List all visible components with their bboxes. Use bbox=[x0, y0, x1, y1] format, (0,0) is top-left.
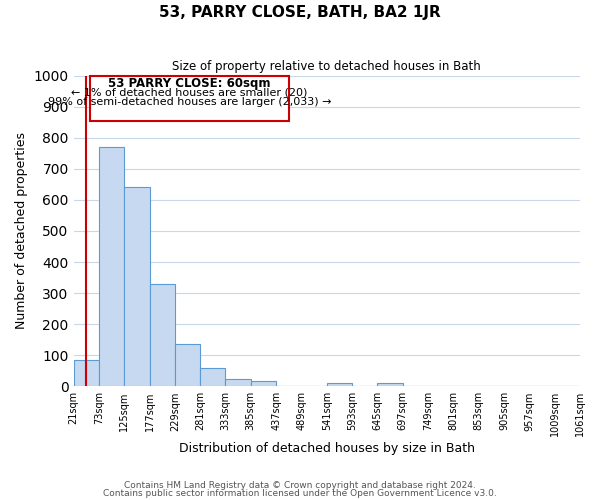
Bar bbox=[99, 147, 124, 386]
Text: Contains public sector information licensed under the Open Government Licence v3: Contains public sector information licen… bbox=[103, 489, 497, 498]
Text: Contains HM Land Registry data © Crown copyright and database right 2024.: Contains HM Land Registry data © Crown c… bbox=[124, 480, 476, 490]
Bar bbox=[377, 382, 403, 386]
Text: 53, PARRY CLOSE, BATH, BA2 1JR: 53, PARRY CLOSE, BATH, BA2 1JR bbox=[159, 5, 441, 20]
Text: 53 PARRY CLOSE: 60sqm: 53 PARRY CLOSE: 60sqm bbox=[108, 77, 271, 90]
Bar bbox=[200, 368, 226, 386]
Text: ← 1% of detached houses are smaller (20): ← 1% of detached houses are smaller (20) bbox=[71, 88, 308, 98]
Bar bbox=[90, 76, 289, 120]
Bar bbox=[327, 382, 352, 386]
Bar bbox=[175, 344, 200, 387]
Bar bbox=[226, 380, 251, 386]
Text: 99% of semi-detached houses are larger (2,033) →: 99% of semi-detached houses are larger (… bbox=[47, 97, 331, 107]
Y-axis label: Number of detached properties: Number of detached properties bbox=[15, 132, 28, 330]
Bar bbox=[149, 284, 175, 386]
Bar bbox=[251, 380, 276, 386]
Bar bbox=[124, 188, 149, 386]
X-axis label: Distribution of detached houses by size in Bath: Distribution of detached houses by size … bbox=[179, 442, 475, 455]
Bar bbox=[74, 360, 99, 386]
Title: Size of property relative to detached houses in Bath: Size of property relative to detached ho… bbox=[172, 60, 481, 73]
